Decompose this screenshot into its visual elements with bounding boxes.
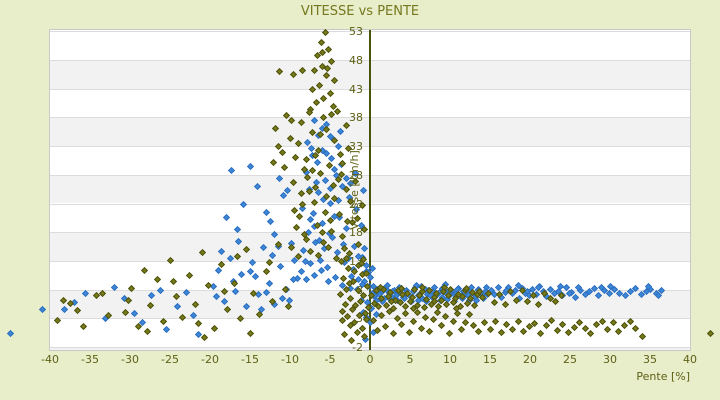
x-axis-title: Pente [%]: [636, 370, 690, 383]
x-tick-label: 35: [643, 353, 657, 366]
x-tick-label: -15: [241, 353, 259, 366]
y-tick-label: 53: [349, 25, 363, 39]
x-tick-label: 30: [603, 353, 617, 366]
x-tick-label: -5: [324, 353, 336, 366]
x-tick-label: -35: [81, 353, 99, 366]
x-tick-label: 10: [443, 353, 457, 366]
x-tick-label: 40: [683, 353, 697, 366]
x-tick-label: -40: [41, 353, 59, 366]
x-tick-label: -20: [201, 353, 219, 366]
y-tick-label: 48: [349, 53, 363, 67]
x-tick-label: 20: [523, 353, 537, 366]
x-tick-label: -10: [281, 353, 299, 366]
x-tick-label: 25: [563, 353, 577, 366]
y-tick-label: 33: [349, 140, 363, 154]
y-tick-label: 43: [349, 82, 363, 96]
data-point: [707, 330, 715, 338]
x-tick-label: 15: [483, 353, 497, 366]
x-tick-label: 5: [406, 353, 414, 366]
data-point: [39, 305, 47, 313]
x-tick-label: 0: [366, 353, 374, 366]
x-tick-label: -30: [121, 353, 139, 366]
x-tick-label: -25: [161, 353, 179, 366]
zero-axis-line: [369, 30, 371, 350]
chart-title: VITESSE vs PENTE: [300, 4, 420, 19]
y-tick-label: 38: [349, 111, 363, 125]
y-axis-title-text: Vitesse [km/h]: [348, 150, 361, 230]
y-tick-label: 18: [349, 226, 363, 240]
data-point: [7, 329, 15, 337]
y-tick-label: -2: [352, 341, 363, 355]
